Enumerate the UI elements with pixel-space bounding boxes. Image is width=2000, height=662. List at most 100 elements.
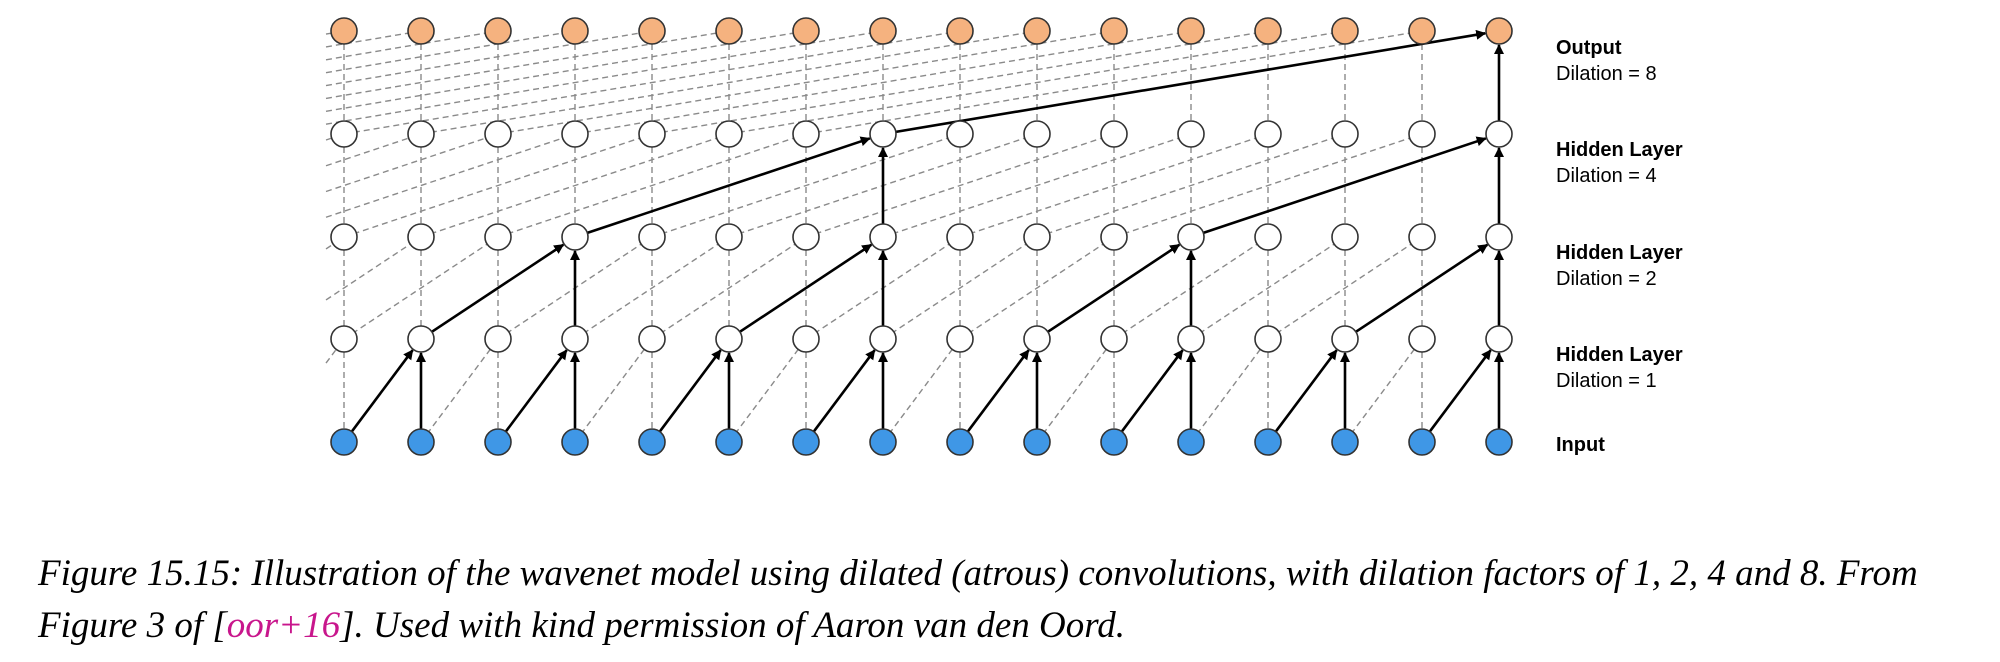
output-node [638,17,666,45]
hidden3-node [1408,120,1436,148]
dashed-edge [728,30,1346,135]
dashed-edge [574,30,1192,135]
hidden1-node [1408,325,1436,353]
dashed-edge [325,133,499,193]
output-node [1177,17,1205,45]
output-node [484,17,512,45]
hidden1-node [715,325,743,353]
receptive-field-arrow [966,349,1030,433]
hidden1-node [1254,325,1282,353]
dashed-edge [728,338,807,443]
output-node [1254,17,1282,45]
hidden3-node [1023,120,1051,148]
hidden1-node [1100,325,1128,353]
hidden2-node [1177,223,1205,251]
receptive-field-arrow [812,349,876,433]
dashed-edge [805,133,1115,238]
input-node [1408,428,1436,456]
hidden3-node [1254,120,1282,148]
dashed-edge [497,133,807,238]
hidden2-node [1100,223,1128,251]
hidden3-node [330,120,358,148]
hidden1-node [1331,325,1359,353]
hidden3-node [638,120,666,148]
dashed-edge [959,133,1269,238]
output-node [330,17,358,45]
receptive-field-arrow [504,349,568,433]
hidden1-node [869,325,897,353]
layer-label-hidden2: Hidden Layer Dilation = 2 [1556,242,1683,290]
input-node [1331,428,1359,456]
dashed-edge [1190,236,1346,340]
output-node [1408,17,1436,45]
output-node [792,17,820,45]
hidden2-node [1023,223,1051,251]
hidden2-node [407,223,435,251]
dashed-edge [420,133,730,238]
dashed-edge [497,30,1115,135]
dashed-edge [343,133,653,238]
output-node [715,17,743,45]
input-node [869,428,897,456]
dashed-edge [420,338,499,443]
layer-subtitle: Dilation = 2 [1556,268,1657,290]
hidden3-node [1331,120,1359,148]
dashed-edge [420,30,1038,135]
dashed-edge [325,30,884,125]
input-node [1485,428,1513,456]
input-node [792,428,820,456]
receptive-field-arrow [1120,349,1184,433]
hidden3-node [484,120,512,148]
hidden3-node [792,120,820,148]
dashed-edge [574,338,653,443]
layer-title: Output [1556,37,1622,59]
dashed-edge [1036,133,1346,238]
hidden3-node [869,120,897,148]
hidden1-node [561,325,589,353]
hidden3-node [1100,120,1128,148]
receptive-field-arrow [431,243,565,333]
caption-text-before: Figure 15.15: Illustration of the wavene… [38,553,1918,646]
dashed-edge [325,30,730,100]
hidden2-node [869,223,897,251]
receptive-field-arrow [586,136,871,235]
dashed-edge [805,30,1423,135]
receptive-field-arrow [1274,349,1338,433]
figure-caption: Figure 15.15: Illustration of the wavene… [38,548,1988,652]
receptive-field-arrow [658,349,722,433]
dashed-edge [574,236,730,340]
citation-link[interactable]: oor+16 [226,605,341,646]
hidden2-node [1254,223,1282,251]
receptive-field-arrow [350,349,414,433]
layer-title: Hidden Layer [1556,242,1683,264]
output-node [1331,17,1359,45]
dashed-edge [325,30,422,48]
dashed-edge [651,236,807,340]
hidden1-node [330,325,358,353]
hidden1-node [407,325,435,353]
dashed-edge [651,30,1269,135]
input-node [946,428,974,456]
input-node [1023,428,1051,456]
hidden2-node [715,223,743,251]
hidden1-node [792,325,820,353]
solid-edges [350,29,1504,433]
dashed-edge [343,30,961,135]
layer-label-hidden1: Hidden Layer Dilation = 1 [1556,344,1683,392]
input-node [715,428,743,456]
receptive-field-arrow [1355,243,1489,333]
receptive-field-arrow [895,29,1487,134]
output-node [561,17,589,45]
hidden2-node [561,223,589,251]
hidden3-node [561,120,589,148]
wavenet-diagram: Output Dilation = 8 Hidden Layer Dilatio… [325,17,1683,456]
hidden1-node [946,325,974,353]
hidden1-node [1485,325,1513,353]
dashed-edge [882,338,961,443]
input-node [484,428,512,456]
layer-label-output: Output Dilation = 8 [1556,37,1657,85]
input-node [1100,428,1128,456]
dashed-edge [325,236,422,301]
hidden2-node [638,223,666,251]
hidden3-node [407,120,435,148]
